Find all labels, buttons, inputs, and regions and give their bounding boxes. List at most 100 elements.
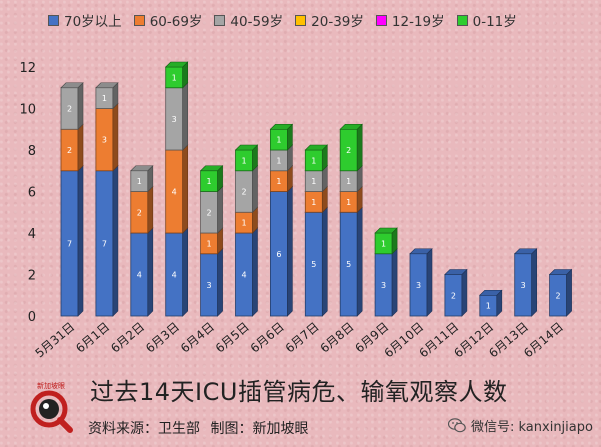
data-label: 3 [172,115,177,124]
x-tick-label: 6月14日 [521,320,566,361]
bar-segment-top [199,165,224,172]
data-label: 3 [416,281,421,290]
data-label: 1 [207,239,212,248]
bar-segment-side [77,165,84,317]
y-tick-label: 2 [28,269,36,284]
legend-swatch [133,14,145,26]
data-label: 2 [556,291,561,300]
data-label: 4 [241,271,246,280]
legend-item: 20-39岁 [295,10,364,30]
data-label: 1 [102,94,107,103]
data-label: 5 [311,260,316,269]
wechat-label: 微信号: kanxinjiapo [471,420,593,435]
y-tick-label: 6 [28,186,36,201]
legend-label: 70岁以上 [64,14,122,30]
x-tick-label: 6月8日 [318,320,357,356]
legend-label: 20-39岁 [311,14,364,30]
legend-swatch [214,14,226,26]
data-label: 1 [172,73,177,82]
data-label: 1 [381,239,386,248]
legend-swatch [375,14,387,26]
data-label: 2 [67,105,72,114]
legend-label: 12-19岁 [391,14,445,30]
data-label: 1 [276,177,281,186]
bar-segment-top [374,227,398,234]
x-tick-label: 6月7日 [283,320,322,356]
y-tick-label: 0 [28,310,36,325]
bar-segment-side [217,185,223,234]
x-tick-label: 6月4日 [178,320,217,356]
bar-segment-side [182,82,188,151]
bar-segment-side [566,268,572,317]
bar-segment-side [321,206,328,317]
bar-segment-side [356,206,363,317]
legend-swatch [295,14,307,26]
logo-badge: 新加坡眼 [26,381,76,433]
bar-segment-side [356,123,363,172]
data-label: 1 [311,177,316,186]
x-tick-label: 6月5日 [213,320,252,356]
chart-title: 过去14天ICU插管病危、输氧观察人数 [90,378,508,406]
legend-label: 60-69岁 [149,14,203,30]
bar-segment-side [112,165,119,317]
bar-segment-top [444,269,468,275]
data-label: 3 [521,281,526,290]
bar-segment-top [339,123,363,130]
data-label: 1 [241,219,246,228]
data-label: 1 [346,198,351,207]
data-label: 2 [241,188,246,197]
data-label: 1 [311,156,316,165]
data-label: 4 [172,271,177,280]
bar-segment-side [77,123,84,172]
wechat-id: 微信号: kanxinjiapo [448,416,593,435]
bar-segment-side [217,248,223,317]
bar-segment-top [409,248,433,255]
legend-label: 40-59岁 [230,14,284,30]
data-label: 5 [346,260,351,269]
y-tick-label: 4 [28,227,36,242]
legend-item: 12-19岁 [375,10,445,30]
data-label: 1 [207,177,212,186]
bar-segment-top [548,269,573,275]
bar-segment-side [252,227,258,317]
data-label: 4 [172,188,177,197]
data-label: 2 [346,146,351,155]
legend-item: 40-59岁 [214,10,283,30]
bar-segment-side [77,82,84,130]
data-label: 2 [207,208,212,217]
bar-segment-top [130,165,154,172]
x-tick-label: 6月1日 [73,320,112,356]
y-tick-label: 10 [19,103,36,118]
maker-label: 制图：新加坡眼 [210,421,309,437]
bar-segment-top [269,123,294,130]
data-label: 1 [241,156,246,165]
bar-segment-top [479,289,503,296]
bar-segment-top [60,82,84,89]
bar-segment-side [112,102,119,172]
data-label: 7 [102,239,107,248]
logo-text: 新加坡眼 [37,382,65,390]
legend-item: 60-69岁 [133,10,203,30]
y-tick-label: 8 [28,144,36,159]
data-label: 3 [207,281,212,290]
bar-segment-side [252,165,258,213]
data-label: 7 [67,239,72,248]
source-line: 资料来源：卫生部 制图：新加坡眼 [88,418,314,438]
bar-segment-side [182,227,188,317]
bar-segment-side [461,268,468,317]
legend-swatch [48,14,59,26]
data-label: 1 [276,136,281,145]
x-tick-label: 6月2日 [108,320,147,356]
data-label: 1 [346,177,351,186]
legend-item: 0-11岁 [456,10,517,30]
data-label: 4 [137,271,142,280]
legend-item: 70岁以上 [48,10,122,30]
x-tick-label: 6月6日 [248,320,287,356]
data-label: 1 [137,177,142,186]
y-tick-label: 12 [19,61,36,76]
x-tick-label: 6月3日 [143,320,182,356]
bar-segment-top [234,144,259,151]
bar-segment-top [304,144,329,151]
bar-segment-side [287,185,293,317]
data-label: 2 [137,208,142,217]
